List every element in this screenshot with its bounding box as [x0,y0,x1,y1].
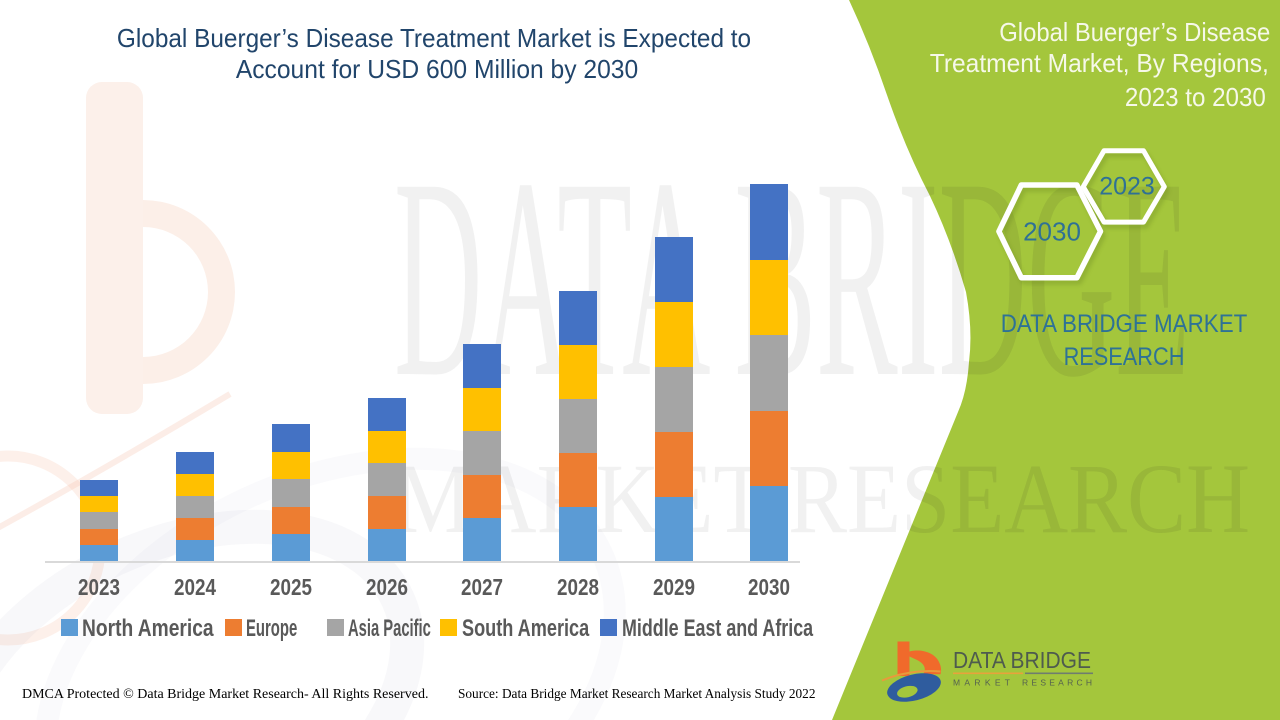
svg-text:2023: 2023 [1099,173,1155,201]
svg-text:2030: 2030 [1023,217,1081,247]
svg-text:MARKET RESEARCH: MARKET RESEARCH [394,443,1250,554]
svg-text:DATA BRIDGE: DATA BRIDGE [953,647,1091,673]
